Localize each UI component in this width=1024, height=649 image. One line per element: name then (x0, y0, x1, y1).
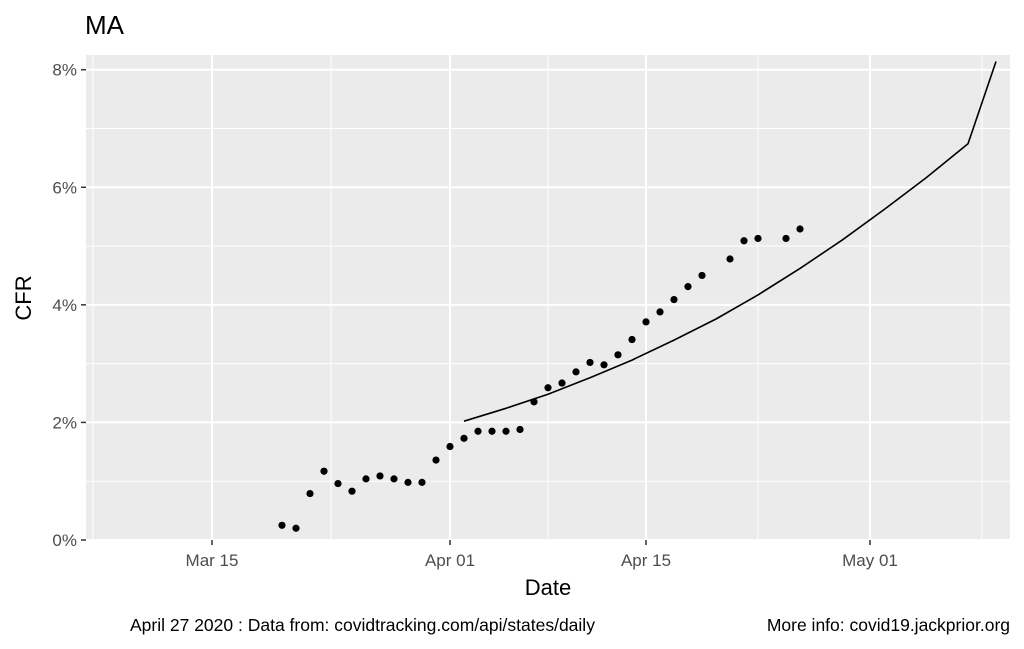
data-point (306, 489, 314, 498)
y-tick-label: 4% (52, 296, 77, 315)
data-point (418, 478, 426, 486)
data-point (320, 467, 328, 475)
y-tick-label: 8% (52, 61, 77, 80)
x-tick-label: Apr 01 (425, 551, 475, 570)
data-point (474, 427, 482, 435)
data-points-layer (278, 225, 804, 532)
data-point (782, 234, 790, 243)
x-tick-label: May 01 (842, 551, 898, 570)
data-point (642, 318, 650, 326)
data-point (656, 308, 664, 316)
data-point (292, 524, 300, 532)
caption-source: April 27 2020 : Data from: covidtracking… (130, 615, 595, 635)
data-point (558, 379, 566, 387)
data-point (684, 283, 692, 291)
data-point (390, 475, 398, 483)
data-point (754, 234, 762, 243)
y-tick-label: 0% (52, 531, 77, 550)
data-point (404, 478, 412, 486)
data-point (726, 255, 734, 263)
data-point (348, 487, 356, 495)
minor-gridlines (86, 55, 1010, 540)
x-tick-label: Apr 15 (621, 551, 671, 570)
data-point (278, 521, 286, 529)
trend-line-layer (463, 61, 997, 422)
data-point (572, 368, 580, 376)
data-point (600, 361, 608, 369)
data-point (530, 398, 538, 406)
data-point (698, 271, 706, 280)
data-point (502, 427, 510, 435)
data-point (334, 479, 342, 488)
data-point (796, 225, 804, 233)
data-point (460, 434, 468, 442)
data-point (628, 335, 636, 344)
y-tick-label: 6% (52, 178, 77, 197)
x-axis: Mar 15 Apr 01 Apr 15 May 01 (186, 540, 898, 570)
y-tick-label: 2% (52, 413, 77, 432)
y-axis-title: CFR (11, 275, 36, 320)
data-point (376, 472, 384, 480)
data-point (446, 442, 454, 451)
trend-line (463, 61, 997, 422)
x-axis-title: Date (525, 575, 571, 600)
data-point (670, 295, 678, 304)
data-point (586, 358, 594, 367)
data-point (614, 351, 622, 359)
data-point (432, 456, 440, 464)
chart-title: MA (85, 10, 125, 40)
caption-more-info: More info: covid19.jackprior.org (767, 615, 1010, 635)
y-axis: 0% 2% 4% 6% 8% (52, 61, 86, 550)
major-gridlines (86, 55, 1010, 541)
x-tick-label: Mar 15 (186, 551, 239, 570)
data-point (516, 425, 524, 434)
data-point (740, 237, 748, 245)
data-point (362, 475, 370, 483)
data-point (544, 384, 552, 392)
data-point (488, 427, 496, 435)
